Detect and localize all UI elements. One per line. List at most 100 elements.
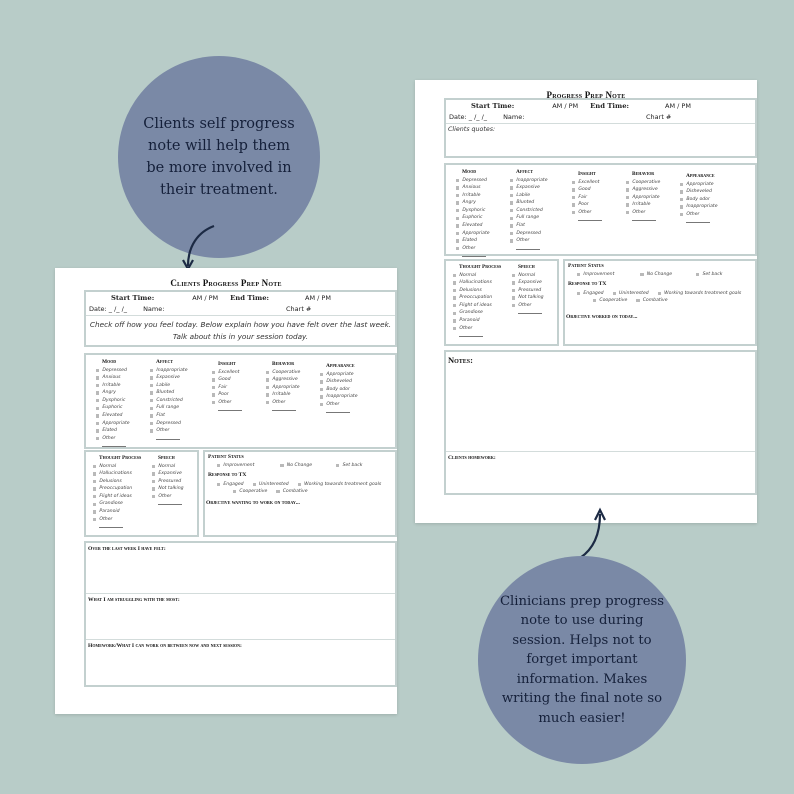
checklist-item[interactable]: Angry [96,389,130,397]
checklist-item[interactable]: Elated [96,427,130,435]
checklist-item[interactable]: Labile [150,382,188,390]
checklist-item[interactable]: Normal [93,463,141,471]
checklist-item[interactable]: Good [212,376,242,384]
checkbox[interactable] [626,180,630,184]
writing-area[interactable]: What I am struggling with the most: [86,593,395,606]
checkbox[interactable] [453,273,457,277]
checklist-item[interactable]: Anxious [456,184,490,192]
checkbox[interactable] [212,385,216,390]
checkbox[interactable] [217,463,221,468]
checkbox[interactable] [456,186,460,190]
checklist-item[interactable]: Fair [212,384,242,392]
checkbox[interactable] [572,210,576,215]
checkbox[interactable] [320,387,324,392]
checkbox[interactable] [510,216,514,220]
checkbox[interactable] [572,180,576,184]
checkbox[interactable] [152,494,156,499]
checkbox[interactable] [456,201,460,205]
checklist-item[interactable]: Dysphoric [96,397,130,405]
other-write-in-line[interactable] [516,248,540,250]
checkbox[interactable] [320,372,324,376]
checklist-item[interactable]: No Change [640,272,672,277]
checklist-item[interactable]: Flat [510,222,548,230]
checkbox[interactable] [266,400,270,405]
checkbox[interactable] [96,398,100,403]
checklist-item[interactable]: Appropriate [456,230,490,238]
checklist-item[interactable]: Expansive [512,279,544,287]
checklist-item[interactable]: Body odor [680,196,718,204]
checkbox[interactable] [266,393,270,397]
checkbox[interactable] [626,203,630,207]
checkbox[interactable] [96,391,100,395]
checklist-item[interactable]: Irritable [266,391,300,399]
checklist-item[interactable]: Expansive [150,374,188,382]
checklist-item[interactable]: Cooperative [233,489,267,494]
checklist-item[interactable]: Working towards treatment goals [657,291,741,296]
checklist-item[interactable]: Other [680,211,718,219]
checkbox[interactable] [212,370,216,374]
checkbox[interactable] [572,195,576,200]
checkbox[interactable] [96,436,100,441]
other-write-in-line[interactable] [99,527,123,529]
checklist-item[interactable]: Uninterested [612,291,649,296]
checkbox[interactable] [456,216,460,220]
checkbox[interactable] [680,212,684,217]
checklist-item[interactable]: Paranoid [93,508,141,516]
checkbox[interactable] [510,224,514,228]
checkbox[interactable] [93,517,97,522]
checklist-item[interactable]: Inappropriate [510,177,548,185]
checklist-item[interactable]: Pressured [512,287,544,295]
checklist-item[interactable]: Anxious [96,374,130,382]
checklist-item[interactable]: Inappropriate [680,203,718,211]
checkbox[interactable] [212,393,216,397]
checkbox[interactable] [626,188,630,192]
checkbox[interactable] [453,281,457,285]
notes-writing-area[interactable]: Notes: [446,352,755,368]
checklist-item[interactable]: Depressed [456,177,490,185]
checklist-item[interactable]: Normal [152,463,184,471]
checklist-item[interactable]: Engaged [217,482,244,487]
checkbox[interactable] [212,400,216,405]
checkbox[interactable] [336,463,340,468]
checkbox[interactable] [696,272,700,277]
checklist-item[interactable]: Labile [510,192,548,200]
checkbox[interactable] [150,429,154,433]
checkbox[interactable] [150,414,154,418]
checklist-item[interactable]: Cooperative [593,298,627,303]
checkbox[interactable] [96,383,100,388]
checklist-item[interactable]: Elevated [96,412,130,420]
checkbox[interactable] [577,291,581,296]
checkbox[interactable] [93,510,97,514]
checkbox[interactable] [453,288,457,293]
checkbox[interactable] [150,383,154,388]
checklist-item[interactable]: Appropriate [96,420,130,428]
other-write-in-line[interactable] [218,410,242,412]
checkbox[interactable] [680,197,684,202]
checklist-item[interactable]: Full range [510,214,548,222]
checkbox[interactable] [150,406,154,410]
checkbox[interactable] [266,370,270,374]
checklist-item[interactable]: Other [212,399,242,407]
checkbox[interactable] [510,186,514,190]
checkbox[interactable] [280,463,284,468]
checkbox[interactable] [96,429,100,433]
checkbox[interactable] [572,203,576,207]
checklist-item[interactable]: Other [150,427,188,435]
checklist-item[interactable]: Combative [276,489,308,494]
checklist-item[interactable]: Hallucinations [93,470,141,478]
checkbox[interactable] [510,178,514,182]
checkbox[interactable] [297,482,302,487]
checklist-item[interactable]: Engaged [577,291,604,296]
checkbox[interactable] [512,288,516,293]
checkbox[interactable] [456,246,460,251]
checkbox[interactable] [510,208,514,213]
checklist-item[interactable]: Preoccupation [453,294,501,302]
checklist-item[interactable]: Other [266,399,300,407]
checklist-item[interactable]: Disheveled [320,378,358,386]
checkbox[interactable] [96,368,100,372]
checkbox[interactable] [510,231,514,236]
checklist-item[interactable]: Full range [150,404,188,412]
checklist-item[interactable]: Cooperative [626,179,660,187]
checklist-item[interactable]: Working towards treatment goals [297,482,381,487]
other-write-in-line[interactable] [272,410,296,412]
